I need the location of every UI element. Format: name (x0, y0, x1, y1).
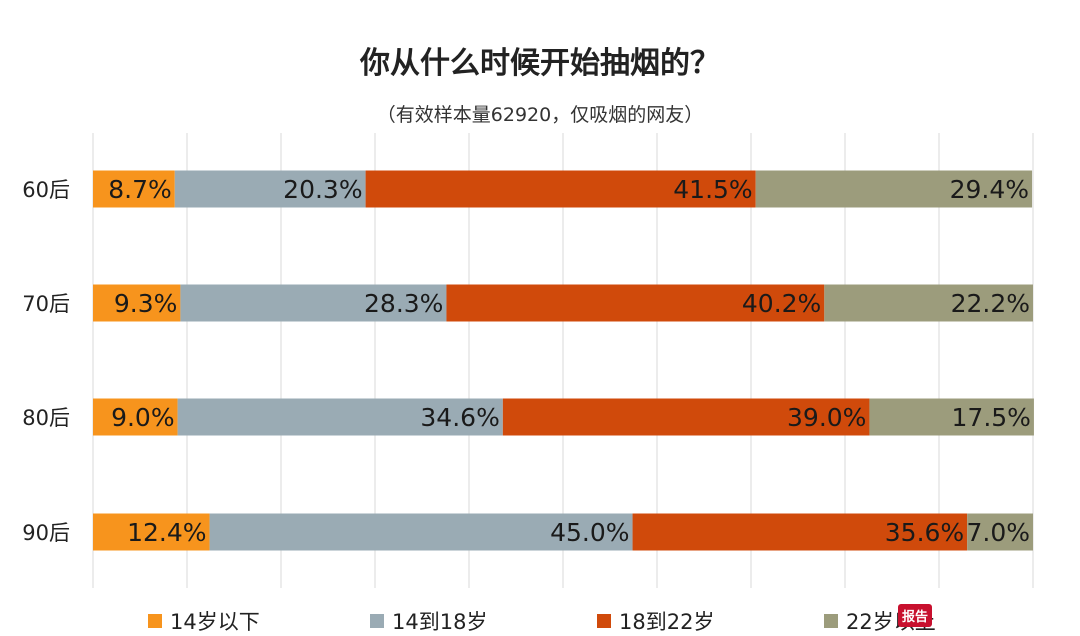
bar-2-1 (177, 398, 503, 436)
category-label-2: 80后 (22, 406, 70, 430)
legend-label-1: 14到18岁 (392, 610, 488, 634)
bar-3-0 (93, 513, 210, 551)
data-label-1-1: 28.3% (364, 289, 443, 318)
chart-title: 你从什么时候开始抽烟的？ (360, 46, 720, 81)
bar-1-2 (446, 284, 825, 322)
data-label-1-2: 40.2% (742, 289, 821, 318)
category-label-1: 70后 (22, 292, 70, 316)
bar-1-1 (180, 284, 447, 322)
bar-3-3 (967, 513, 1033, 551)
category-label-0: 60后 (22, 178, 70, 202)
legend-item-1: 14到18岁 (370, 606, 487, 636)
data-label-2-3: 17.5% (952, 403, 1031, 432)
legend-swatch-2 (597, 614, 611, 628)
watermark-stamp: 报告 (898, 604, 933, 627)
legend-label-0: 14岁以下 (170, 610, 260, 634)
bar-0-3 (755, 170, 1033, 208)
bar-0-1 (174, 170, 366, 208)
data-label-3-2: 35.6% (885, 518, 964, 547)
data-label-3-1: 45.0% (550, 518, 629, 547)
legend-item-2: 18到22岁 (597, 606, 714, 636)
bar-0-2 (365, 170, 756, 208)
data-label-0-1: 20.3% (283, 175, 362, 204)
legend-label-2: 18到22岁 (619, 610, 715, 634)
data-label-2-0: 9.0% (111, 403, 175, 432)
data-label-0-2: 41.5% (673, 175, 752, 204)
data-label-2-1: 34.6% (420, 403, 499, 432)
data-label-2-2: 39.0% (787, 403, 866, 432)
legend-swatch-1 (370, 614, 384, 628)
bar-3-2 (632, 513, 968, 551)
legend-swatch-0 (148, 614, 162, 628)
data-label-3-0: 12.4% (127, 518, 206, 547)
data-label-1-3: 22.2% (951, 289, 1030, 318)
bar-2-0 (93, 398, 178, 436)
data-label-1-0: 9.3% (114, 289, 178, 318)
category-label-3: 90后 (22, 521, 70, 545)
bar-1-0 (93, 284, 181, 322)
chart-subtitle: （有效样本量62920，仅吸烟的网友） (376, 104, 704, 126)
bar-0-0 (93, 170, 175, 208)
data-label-0-3: 29.4% (950, 175, 1029, 204)
legend-swatch-3 (824, 614, 838, 628)
bar-3-1 (209, 513, 633, 551)
data-label-0-0: 8.7% (108, 175, 172, 204)
data-label-3-3: 7.0% (966, 518, 1030, 547)
bar-1-3 (824, 284, 1033, 322)
legend-item-0: 14岁以下 (148, 606, 260, 636)
bar-2-2 (502, 398, 870, 436)
bar-2-3 (869, 398, 1034, 436)
